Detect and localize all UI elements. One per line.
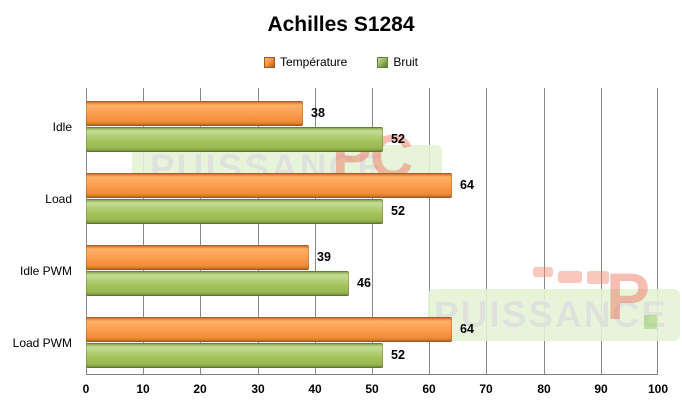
x-tick-label-0: 0	[82, 382, 90, 396]
gridline-x-60	[429, 88, 430, 374]
gridline-x-0	[86, 88, 87, 374]
legend-label-temperature: Température	[279, 55, 348, 69]
x-tick-label-10: 10	[136, 382, 150, 396]
gridline-x-50	[372, 88, 373, 374]
bars-layer: 38 52 64 52 39 46 64 52	[86, 88, 682, 375]
value-label-bruit-idle: 52	[391, 132, 405, 146]
bar-température-idle-pwm	[86, 245, 309, 270]
category-label-idle-pwm: Idle PWM	[19, 263, 72, 278]
value-label-température-load: 64	[460, 178, 474, 192]
x-tick-label-20: 20	[193, 382, 207, 396]
legend: Température Bruit	[0, 55, 682, 69]
x-tick-label-80: 80	[537, 382, 551, 396]
bar-bruit-load	[86, 199, 383, 224]
temperature-swatch-icon	[263, 56, 275, 68]
bar-bruit-idle-pwm	[86, 271, 349, 296]
gridline-x-70	[486, 88, 487, 374]
value-label-température-load-pwm: 64	[460, 322, 474, 336]
bar-bruit-idle	[86, 127, 383, 152]
value-label-bruit-load-pwm: 52	[391, 348, 405, 362]
x-tick-label-30: 30	[251, 382, 265, 396]
x-axis-labels: 0 10 20 30 40 50 60 70 80 90 100	[83, 382, 668, 402]
x-tick-label-90: 90	[594, 382, 608, 396]
legend-label-bruit: Bruit	[393, 55, 419, 69]
gridline-x-30	[258, 88, 259, 374]
gridline-x-20	[200, 88, 201, 374]
gridline-x-90	[601, 88, 602, 374]
gridline-x-100	[657, 88, 658, 374]
bruit-swatch-icon	[377, 56, 389, 68]
value-label-bruit-load: 52	[391, 204, 405, 218]
legend-item-bruit: Bruit	[377, 55, 418, 69]
category-labels: Idle Load Idle PWM Load PWM	[0, 88, 72, 375]
x-tick-label-60: 60	[422, 382, 436, 396]
value-label-bruit-idle-pwm: 46	[357, 276, 371, 290]
bar-température-load	[86, 173, 452, 198]
bar-température-idle	[86, 101, 303, 126]
value-label-température-idle-pwm: 39	[317, 250, 331, 264]
gridline-x-80	[544, 88, 545, 374]
category-label-idle: Idle	[52, 119, 72, 134]
category-label-load-pwm: Load PWM	[12, 335, 72, 350]
x-tick-label-70: 70	[479, 382, 493, 396]
bar-bruit-load-pwm	[86, 343, 383, 368]
x-tick-label-100: 100	[647, 382, 669, 396]
value-label-température-idle: 38	[311, 106, 325, 120]
gridline-x-40	[315, 88, 316, 374]
x-tick-label-40: 40	[308, 382, 322, 396]
plot-area	[86, 88, 658, 375]
x-tick-label-50: 50	[365, 382, 379, 396]
bar-température-load-pwm	[86, 317, 452, 342]
chart-title: Achilles S1284	[267, 13, 415, 36]
gridline-x-10	[143, 88, 144, 374]
legend-item-temperature: Température	[263, 55, 348, 69]
category-label-load: Load	[45, 191, 72, 206]
